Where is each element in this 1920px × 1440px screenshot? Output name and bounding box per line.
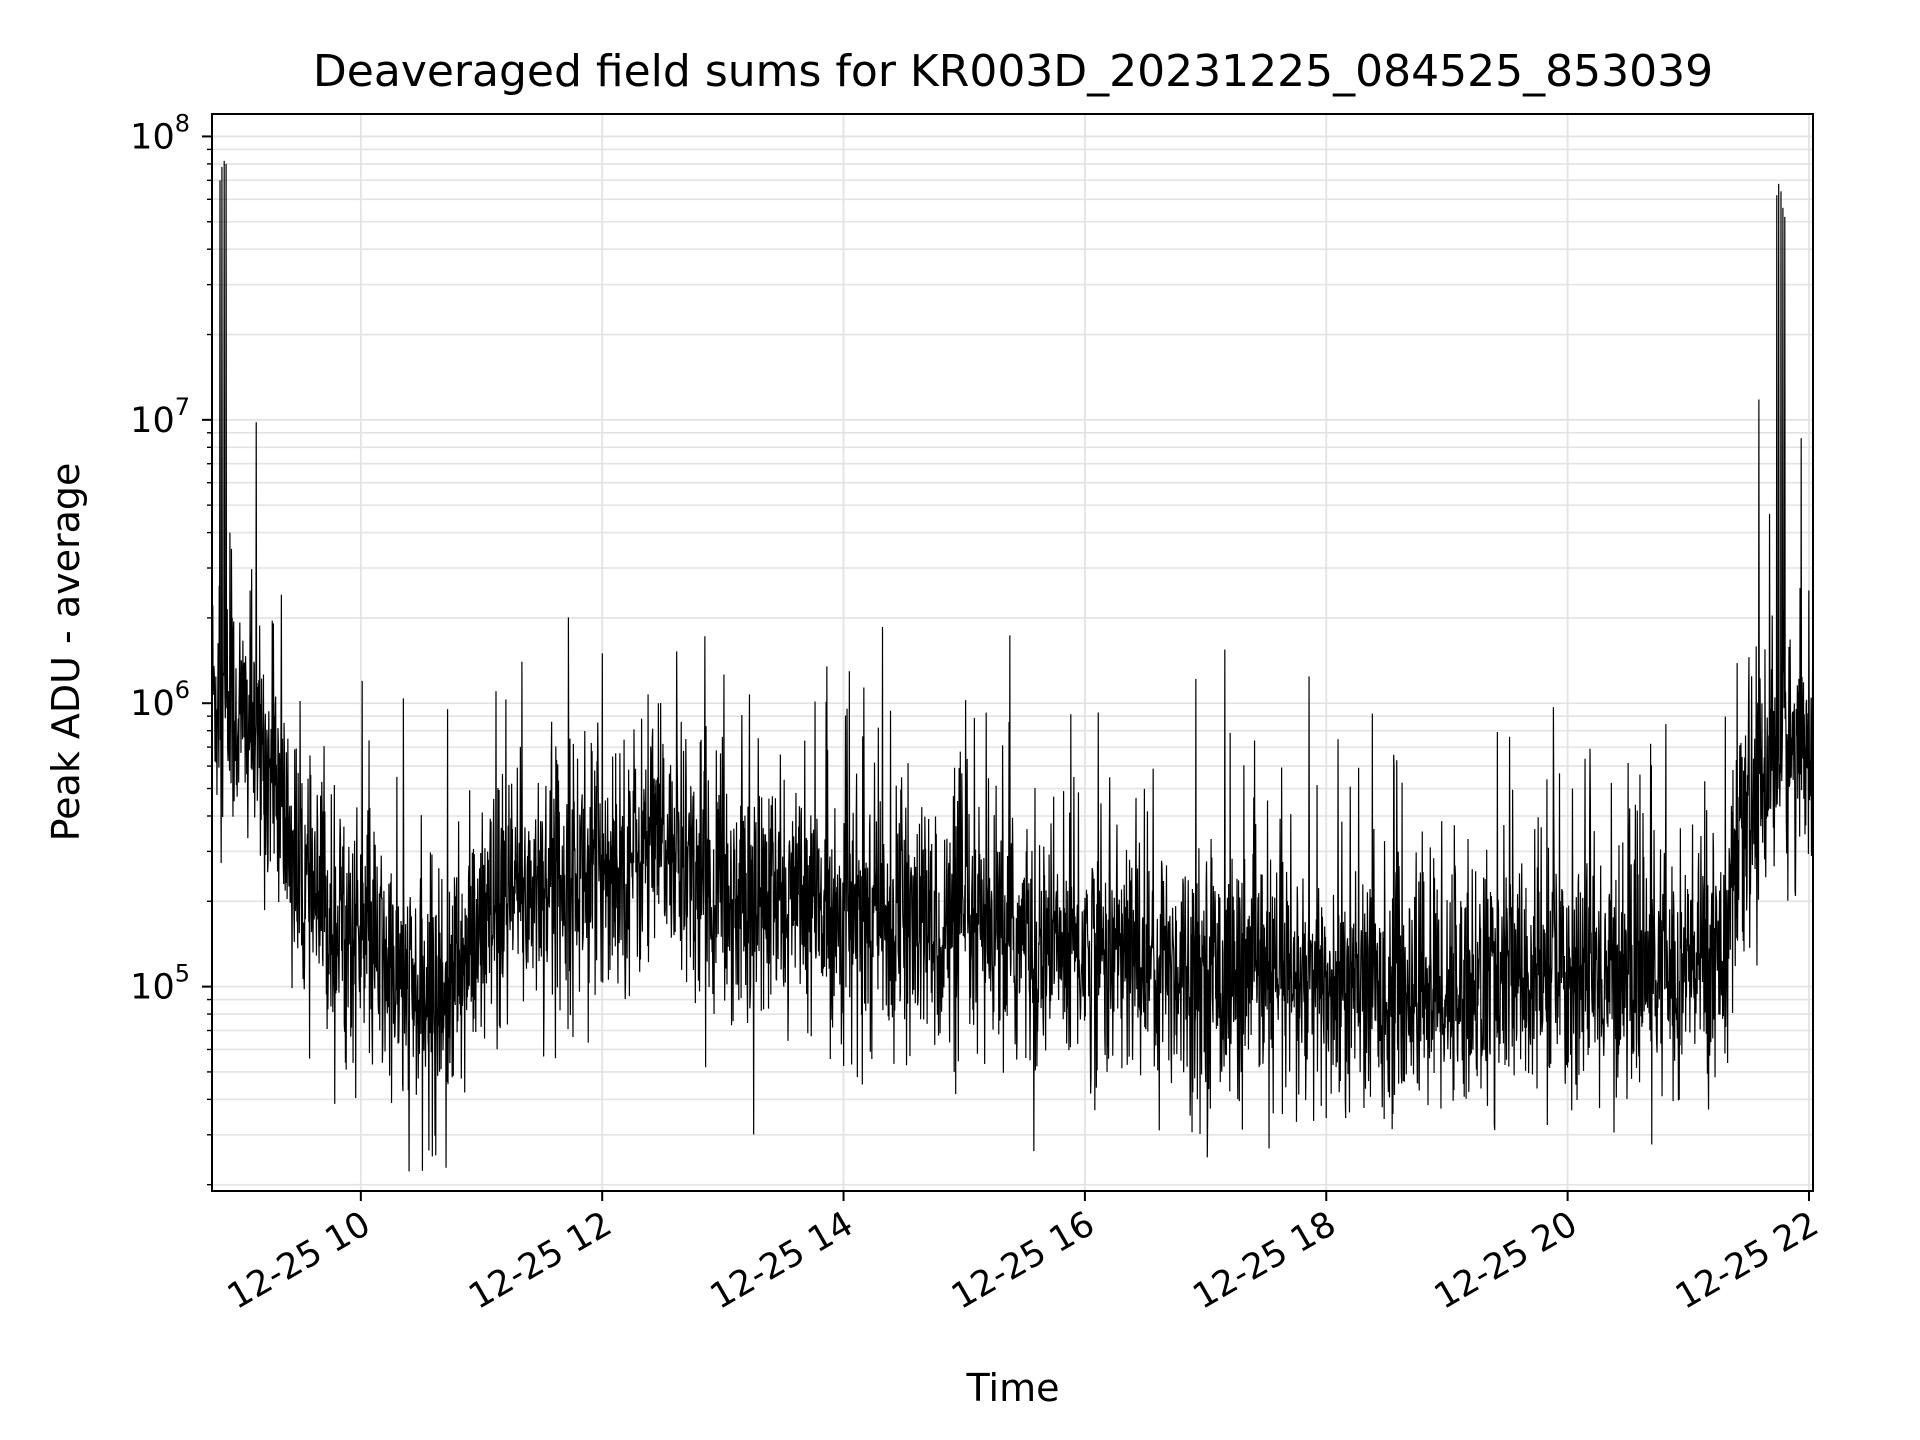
series-layer: [211, 160, 1814, 1172]
series-line: [211, 160, 1814, 1172]
plot-frame: [211, 113, 1814, 1192]
x-axis-label: Time: [966, 1366, 1060, 1410]
y-tick-label: 107: [130, 393, 190, 441]
y-tick-label: 108: [130, 109, 190, 157]
chart-title: Deaveraged field sums for KR003D_2023122…: [313, 46, 1713, 97]
y-axis: 105 106 107 108: [130, 109, 212, 1186]
y-axis-label: Peak ADU - average: [44, 463, 88, 842]
y-tick-label: 105: [130, 960, 190, 1008]
y-tick-label: 106: [130, 676, 190, 724]
